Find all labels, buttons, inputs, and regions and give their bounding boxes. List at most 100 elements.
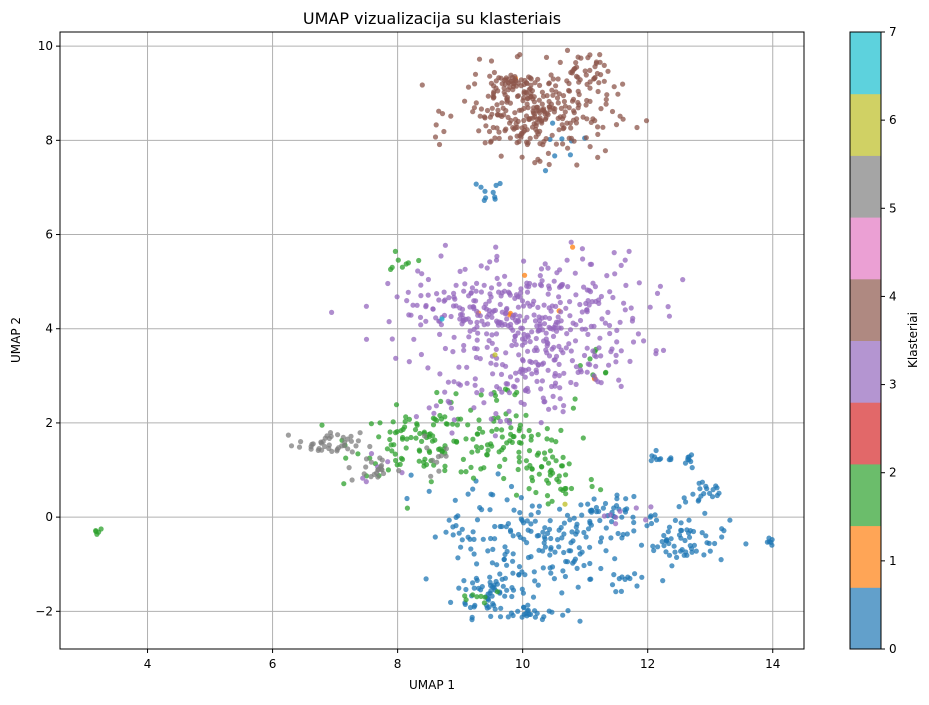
scatter-point [571, 515, 577, 521]
scatter-point [363, 479, 369, 485]
scatter-point [504, 562, 510, 568]
scatter-point [345, 446, 351, 452]
scatter-point [471, 551, 477, 557]
scatter-point [408, 434, 414, 441]
scatter-point [596, 345, 602, 351]
scatter-point [627, 358, 633, 364]
scatter-point [355, 451, 361, 457]
scatter-point [529, 466, 535, 472]
scatter-point [568, 135, 575, 141]
scatter-point [497, 418, 503, 424]
scatter-point [613, 521, 619, 527]
scatter-point [583, 72, 589, 78]
scatter-point [507, 292, 513, 298]
scatter-point [587, 544, 593, 550]
scatter-point [588, 119, 594, 125]
scatter-point [410, 302, 416, 308]
scatter-point [654, 290, 661, 296]
scatter-point [496, 281, 502, 287]
scatter-point [561, 113, 567, 119]
scatter-point [515, 466, 521, 473]
scatter-point [335, 432, 341, 438]
scatter-point [472, 382, 478, 388]
scatter-point [702, 510, 708, 516]
scatter-point [513, 370, 519, 376]
scatter-point [582, 68, 588, 74]
scatter-point [598, 293, 605, 300]
scatter-point [596, 80, 602, 86]
scatter-point [474, 280, 480, 286]
scatter-point [513, 342, 519, 348]
scatter-point [450, 349, 456, 355]
scatter-point [514, 133, 520, 139]
scatter-point [443, 453, 449, 459]
scatter-point [508, 321, 514, 327]
scatter-point [480, 536, 486, 542]
scatter-point [481, 600, 487, 606]
scatter-point [491, 69, 497, 76]
scatter-points [93, 47, 775, 624]
scatter-point [436, 468, 442, 474]
scatter-point [355, 438, 361, 444]
scatter-point [436, 141, 443, 148]
scatter-point [528, 521, 534, 527]
scatter-point [512, 384, 518, 390]
scatter-point [598, 353, 604, 359]
scatter-point [564, 512, 571, 518]
scatter-point [611, 250, 617, 256]
scatter-point [436, 108, 442, 114]
scatter-point [603, 101, 609, 107]
scatter-point [550, 393, 556, 399]
scatter-point [473, 444, 480, 450]
scatter-point [688, 458, 694, 465]
scatter-point [537, 273, 543, 279]
scatter-point [391, 442, 397, 448]
scatter-point [518, 286, 524, 292]
scatter-point [389, 264, 395, 270]
scatter-point [603, 548, 609, 554]
scatter-point [526, 284, 532, 290]
scatter-point [567, 517, 573, 523]
scatter-point [660, 578, 666, 584]
scatter-point [473, 298, 479, 304]
scatter-point [648, 504, 654, 510]
scatter-point [592, 74, 598, 81]
scatter-point [650, 543, 656, 549]
scatter-point [548, 535, 554, 542]
scatter-point [484, 442, 491, 448]
scatter-point [566, 341, 572, 347]
scatter-point [499, 576, 505, 582]
scatter-point [451, 290, 457, 296]
scatter-point [515, 93, 522, 99]
scatter-point [587, 356, 593, 362]
y-tick-label: 2 [45, 416, 53, 430]
scatter-point [498, 371, 505, 377]
scatter-point [471, 326, 477, 332]
scatter-point [489, 428, 495, 434]
scatter-point [448, 113, 454, 119]
scatter-point [638, 542, 645, 548]
scatter-point [695, 498, 701, 504]
scatter-point [461, 288, 467, 294]
scatter-point [691, 542, 698, 548]
scatter-point [518, 290, 524, 296]
scatter-point [560, 568, 566, 574]
scatter-point [393, 355, 399, 361]
scatter-point [403, 445, 409, 451]
scatter-point [505, 80, 512, 86]
scatter-point [446, 295, 452, 301]
scatter-point [509, 74, 516, 81]
scatter-point [573, 322, 579, 328]
scatter-point [659, 539, 665, 545]
scatter-point [484, 107, 491, 114]
scatter-point [515, 608, 521, 614]
scatter-point [600, 124, 606, 130]
scatter-point [404, 298, 410, 304]
scatter-point [626, 248, 632, 254]
scatter-point [422, 433, 428, 439]
scatter-point [596, 297, 602, 303]
scatter-point [580, 256, 586, 262]
scatter-point [492, 135, 498, 141]
colorbar-tick-label: 7 [889, 25, 897, 39]
scatter-point [537, 82, 543, 88]
